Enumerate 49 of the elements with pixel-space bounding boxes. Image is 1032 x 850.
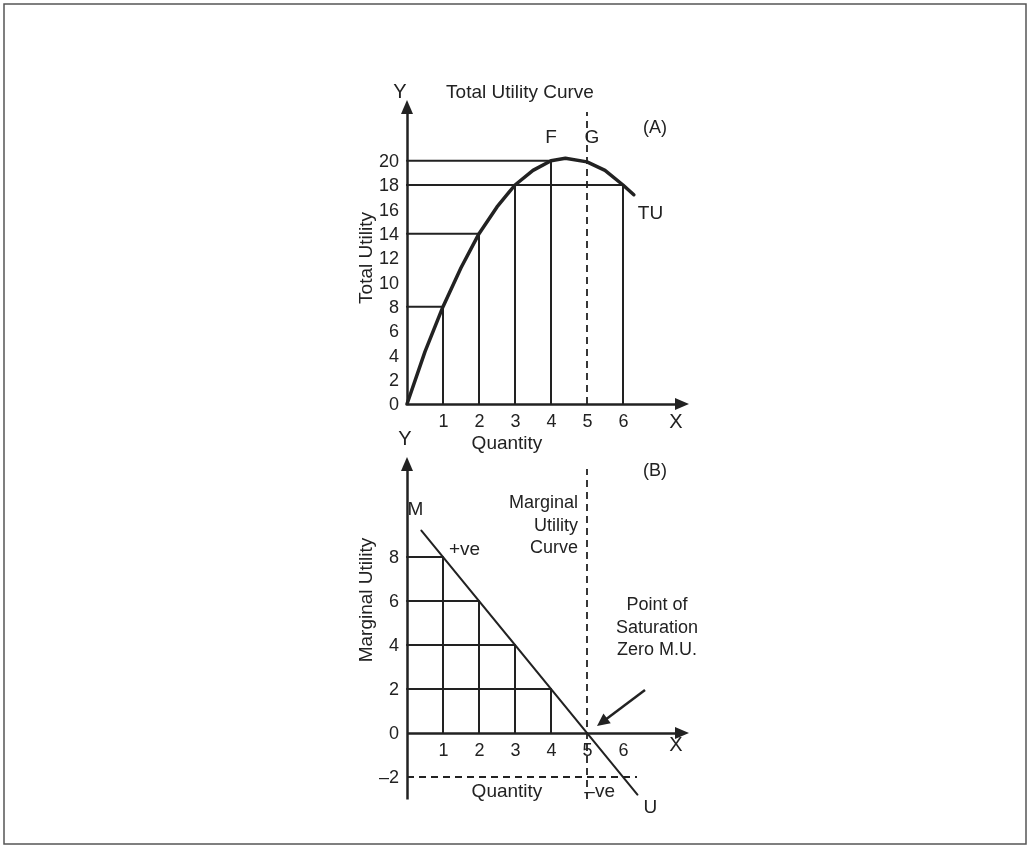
y-tick-label: 10 xyxy=(378,272,399,293)
y-axis-title: Total Utility xyxy=(355,211,376,304)
y-tick-label: 6 xyxy=(388,321,399,342)
x-tick-label: 4 xyxy=(546,739,557,760)
x-tick-label: 5 xyxy=(582,410,593,431)
chart-title: Total Utility Curve xyxy=(446,81,594,102)
y-tick-label: 6 xyxy=(388,591,399,612)
y-tick-label: 4 xyxy=(388,345,399,366)
x-axis-title: Quantity xyxy=(471,432,543,453)
y-axis-title: Marginal Utility xyxy=(355,537,376,663)
annotation: Point of Saturation Zero M.U. xyxy=(615,594,699,659)
x-tick-label: 5 xyxy=(582,739,593,760)
annotation: –ve xyxy=(584,780,615,801)
y-tick-label: 0 xyxy=(388,394,399,415)
annotation: (A) xyxy=(643,117,667,137)
annotation: X xyxy=(669,733,683,755)
y-tick-label: 16 xyxy=(378,199,399,220)
y-tick-label: 20 xyxy=(378,150,399,171)
text: Y xyxy=(398,427,412,449)
annotation: M xyxy=(407,497,424,519)
text: X xyxy=(669,410,683,432)
x-axis-title: Quantity xyxy=(471,780,543,801)
x-tick-label: 2 xyxy=(474,410,485,431)
annotation: F xyxy=(545,125,557,147)
x-tick-label: 3 xyxy=(510,739,521,760)
text: Y xyxy=(393,80,407,102)
y-tick-label: 8 xyxy=(388,547,399,568)
y-tick-label: 12 xyxy=(378,248,399,269)
x-tick-label: 3 xyxy=(510,410,521,431)
annotation: U xyxy=(643,795,658,817)
y-tick-label: 0 xyxy=(388,723,399,744)
x-tick-label: 4 xyxy=(546,410,557,431)
x-tick-label: 6 xyxy=(618,739,629,760)
x-tick-label: 2 xyxy=(474,739,485,760)
annotation: Marginal Utility Curve xyxy=(508,492,578,557)
annotation: G xyxy=(584,125,600,147)
y-tick-label: 8 xyxy=(388,296,399,317)
x-tick-label: 6 xyxy=(618,410,629,431)
y-tick-label: –2 xyxy=(378,767,399,788)
y-tick-label: 4 xyxy=(388,635,399,656)
annotation: +ve xyxy=(449,538,481,559)
y-tick-label: 14 xyxy=(378,223,399,244)
x-tick-label: 1 xyxy=(438,410,449,431)
x-tick-label: 1 xyxy=(438,739,449,760)
annotation: (B) xyxy=(643,460,667,480)
y-tick-label: 2 xyxy=(388,679,399,700)
y-tick-label: 2 xyxy=(388,369,399,390)
annotation: TU xyxy=(637,201,664,223)
y-tick-label: 18 xyxy=(378,175,399,196)
